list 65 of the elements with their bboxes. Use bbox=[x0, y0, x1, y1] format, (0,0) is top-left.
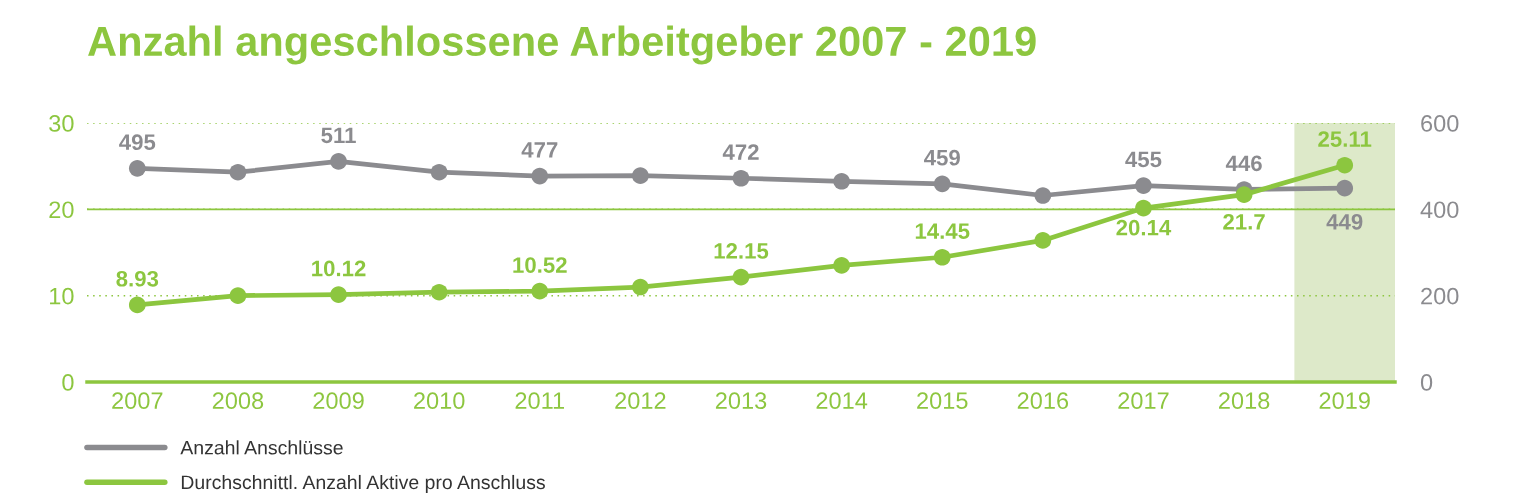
legend-label: Anzahl Anschlüsse bbox=[180, 440, 343, 455]
point bbox=[732, 169, 750, 187]
y2-tick-label: 600 bbox=[1421, 115, 1459, 132]
point bbox=[430, 163, 448, 181]
data-label: 10.52 bbox=[513, 257, 567, 273]
point bbox=[128, 296, 146, 314]
data-label: 511 bbox=[321, 127, 356, 144]
data-label: 446 bbox=[1225, 155, 1262, 172]
data-label: 20.14 bbox=[1116, 219, 1172, 236]
data-label: 449 bbox=[1326, 213, 1363, 230]
point bbox=[330, 286, 347, 303]
x-tick-label: 2010 bbox=[414, 392, 465, 410]
data-label: 25.11 bbox=[1318, 131, 1372, 147]
data-label: 14.45 bbox=[915, 223, 970, 239]
point bbox=[732, 268, 750, 286]
point bbox=[531, 282, 549, 300]
point bbox=[833, 172, 850, 190]
point bbox=[1235, 186, 1253, 203]
x-tick-label: 2015 bbox=[917, 392, 968, 410]
point bbox=[933, 175, 951, 193]
x-tick-label: 2007 bbox=[112, 392, 163, 410]
y2-tick-label: 0 bbox=[1420, 374, 1433, 391]
data-label: 21.7 bbox=[1223, 213, 1265, 230]
point bbox=[1034, 187, 1052, 204]
x-tick-label: 2016 bbox=[1017, 392, 1069, 410]
data-label: 8.93 bbox=[116, 270, 159, 287]
point bbox=[229, 287, 247, 304]
point bbox=[531, 167, 549, 185]
x-tick-label: 2019 bbox=[1319, 392, 1370, 410]
y-tick-label: 30 bbox=[49, 115, 74, 132]
y-tick-label: 0 bbox=[62, 374, 74, 391]
point bbox=[1336, 156, 1354, 174]
x-tick-label: 2013 bbox=[715, 392, 767, 410]
data-label: 477 bbox=[521, 142, 558, 158]
data-label: 495 bbox=[119, 134, 156, 151]
point bbox=[1135, 177, 1152, 194]
x-tick-label: 2017 bbox=[1118, 392, 1169, 410]
point bbox=[632, 278, 649, 296]
point bbox=[430, 283, 448, 301]
y2-tick-label: 400 bbox=[1420, 201, 1459, 219]
legend-label: Durchschnittl. Anzahl Aktive pro Anschluss bbox=[181, 474, 545, 493]
point bbox=[1336, 179, 1354, 197]
point bbox=[632, 167, 649, 184]
x-tick-label: 2008 bbox=[212, 392, 264, 410]
data-label: 472 bbox=[722, 144, 759, 160]
point bbox=[833, 257, 850, 274]
y2-tick-label: 200 bbox=[1421, 287, 1459, 305]
y-tick-label: 20 bbox=[49, 201, 74, 219]
point bbox=[1135, 199, 1152, 217]
x-tick-label: 2009 bbox=[313, 392, 364, 410]
point bbox=[330, 153, 347, 170]
point bbox=[229, 163, 247, 181]
point bbox=[1034, 232, 1052, 249]
chart-title: Anzahl angeschlossene Arbeitgeber 2007 - 2019 bbox=[88, 25, 1036, 65]
y-tick-label: 10 bbox=[50, 287, 74, 305]
x-tick-label: 2018 bbox=[1219, 392, 1270, 410]
x-tick-label: 2011 bbox=[515, 392, 565, 410]
data-label: 459 bbox=[924, 149, 960, 166]
data-label: 455 bbox=[1125, 151, 1162, 168]
x-tick-label: 2012 bbox=[615, 392, 666, 410]
data-label: 10.12 bbox=[312, 260, 366, 277]
data-label: 12.15 bbox=[714, 243, 769, 259]
point bbox=[933, 248, 951, 266]
point bbox=[128, 159, 146, 177]
x-tick-label: 2014 bbox=[816, 392, 868, 410]
